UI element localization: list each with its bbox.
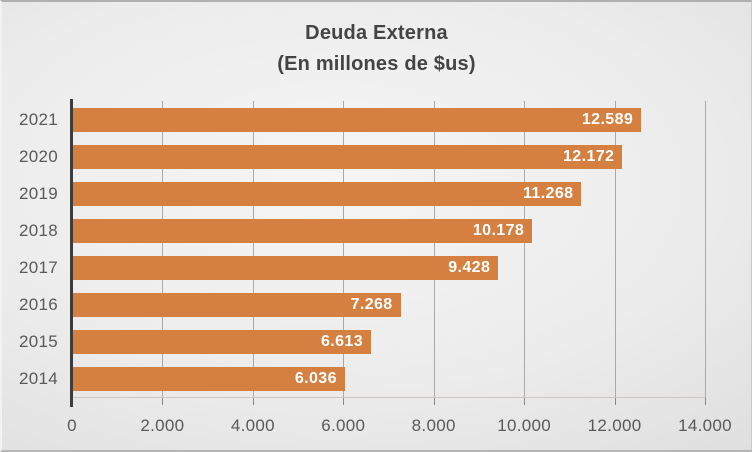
gridline (614, 101, 616, 398)
bar-value-label: 10.178 (472, 221, 525, 239)
plot-area: 12.589 12.172 11.268 10.178 9.428 7.268 6.613 6… (72, 101, 706, 398)
y-axis-category-label: 2018 (18, 220, 58, 240)
bar-value-label: 7.268 (350, 296, 393, 314)
axis-tick (614, 398, 616, 405)
axis-tick (343, 398, 345, 405)
axis-tick (252, 398, 254, 405)
x-axis-tick-label: 4.000 (230, 416, 275, 435)
x-axis-baseline (72, 397, 705, 398)
x-axis-tick-label: 0 (67, 416, 77, 435)
axis-tick (162, 398, 164, 405)
bar-2020: 12.172 (72, 144, 623, 169)
gridline (162, 101, 164, 398)
bar-2014: 6.036 (72, 367, 345, 392)
x-axis-tick-label: 10.000 (497, 416, 552, 435)
gridline (252, 101, 254, 398)
bar-value-label: 6.613 (320, 333, 363, 351)
x-axis-tick-label: 2.000 (140, 416, 185, 435)
axis-tick (433, 398, 435, 405)
x-axis-tick-label: 12.000 (587, 416, 642, 435)
bar-value-label: 12.172 (563, 147, 615, 165)
bar-value-label: 12.589 (581, 110, 634, 128)
x-axis-labels: 0 2.000 4.000 6.000 8.000 10.000 12.000 14.000 (67, 416, 731, 438)
bar-value-label: 11.268 (523, 184, 574, 202)
chart-title-line1: Deuda Externa (305, 22, 448, 44)
x-axis-tick-label: 8.000 (411, 416, 456, 435)
bar-2017: 9.428 (72, 256, 499, 281)
bar-2018: 10.178 (72, 218, 533, 243)
x-axis-tick-label: 6.000 (321, 416, 366, 435)
y-axis-labels: 2021 2020 2019 2018 2017 2016 2015 2014 (2, 101, 58, 398)
gridline (705, 101, 706, 398)
x-axis-ticks (72, 398, 706, 405)
y-axis-category-label: 2020 (18, 146, 58, 166)
y-axis-category-label: 2019 (18, 183, 58, 203)
bar-2016: 7.268 (72, 293, 401, 318)
bar-2019: 11.268 (72, 181, 582, 206)
y-axis-line (70, 99, 73, 407)
y-axis-category-label: 2014 (18, 369, 58, 389)
y-axis-category-label: 2016 (18, 295, 58, 315)
bar-value-label: 9.428 (448, 259, 491, 277)
chart-title-line2: (En millones de $us) (277, 53, 476, 75)
y-axis-category-label: 2021 (18, 109, 58, 129)
bar-value-label: 6.036 (294, 370, 337, 388)
y-axis-category-label: 2017 (18, 258, 58, 278)
x-axis-tick-label: 14.000 (678, 416, 732, 435)
gridline (343, 101, 345, 398)
bar-2021: 12.589 (72, 107, 642, 132)
bar-2015: 6.613 (72, 330, 371, 355)
gridline (433, 101, 435, 398)
y-axis-category-label: 2015 (18, 332, 58, 352)
chart-title: Deuda Externa (En millones de $us) (2, 18, 751, 80)
gridline (524, 101, 526, 398)
axis-tick (524, 398, 526, 405)
axis-tick (705, 398, 706, 405)
